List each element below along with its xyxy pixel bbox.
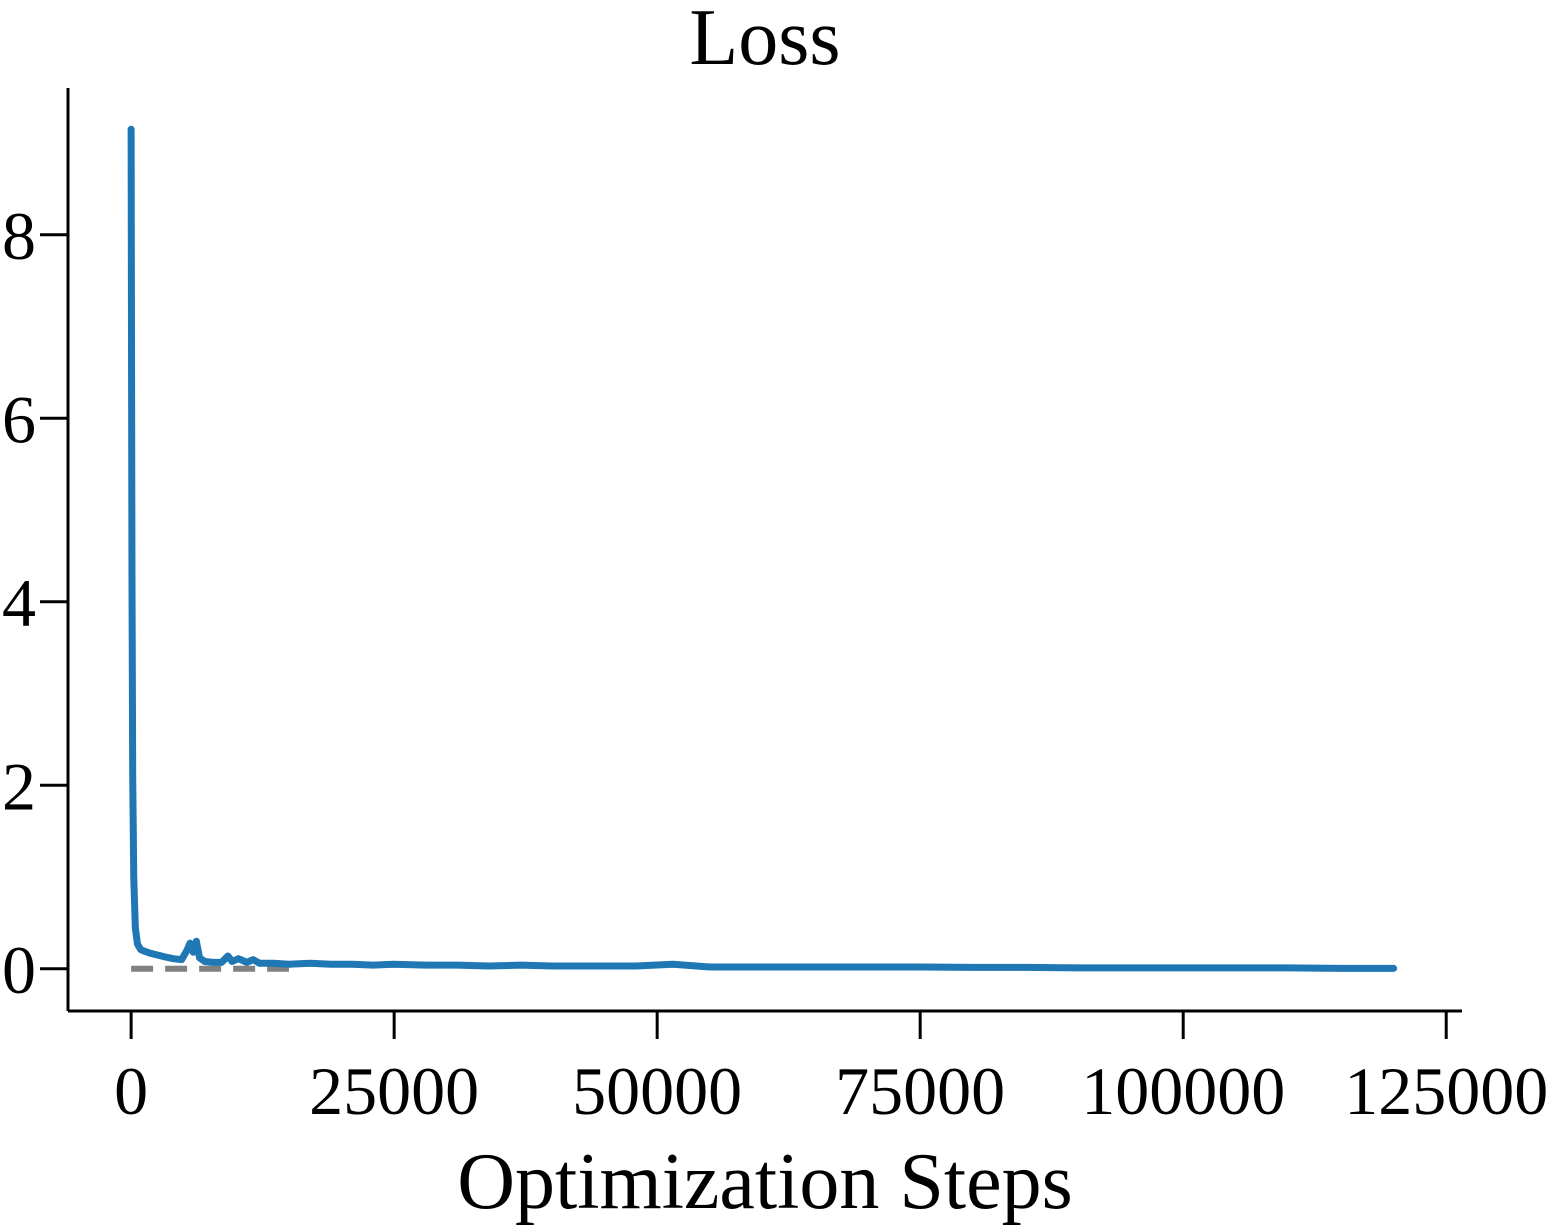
y-tick-label: 8 [2, 198, 36, 274]
y-tick-label: 4 [2, 565, 36, 641]
x-tick-label: 25000 [309, 1053, 479, 1129]
x-tick-label: 0 [114, 1053, 148, 1129]
x-tick-label: 75000 [835, 1053, 1005, 1129]
x-axis-title: Optimization Steps [457, 1138, 1073, 1226]
x-tick-label: 50000 [572, 1053, 742, 1129]
y-tick-label: 2 [2, 748, 36, 824]
chart-title: Loss [689, 0, 840, 82]
x-tick-label: 125000 [1344, 1053, 1548, 1129]
loss-series-line [127, 125, 1398, 972]
plot-area [127, 125, 1398, 972]
y-tick-label: 0 [2, 932, 36, 1008]
y-tick-label: 6 [2, 381, 36, 457]
x-axis-ticks: 0 25000 50000 75000 100000 125000 [114, 1011, 1548, 1129]
y-axis-ticks: 0 2 4 6 8 [2, 198, 68, 1008]
x-tick-label: 100000 [1081, 1053, 1285, 1129]
